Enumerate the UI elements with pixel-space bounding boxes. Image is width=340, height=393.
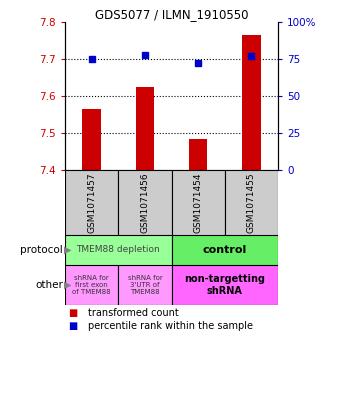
Bar xyxy=(171,235,278,265)
Text: TMEM88 depletion: TMEM88 depletion xyxy=(76,246,160,255)
Text: transformed count: transformed count xyxy=(88,308,179,318)
Text: control: control xyxy=(203,245,247,255)
Bar xyxy=(171,170,225,235)
Bar xyxy=(65,235,171,265)
Text: ▶: ▶ xyxy=(64,245,71,255)
Bar xyxy=(225,170,278,235)
Text: ■: ■ xyxy=(68,308,77,318)
Bar xyxy=(82,109,101,170)
Text: ▶: ▶ xyxy=(64,280,71,290)
Bar xyxy=(171,265,278,305)
Bar xyxy=(65,265,118,305)
Text: shRNA for
first exon
of TMEM88: shRNA for first exon of TMEM88 xyxy=(72,275,111,295)
Bar xyxy=(65,170,118,235)
Bar xyxy=(118,265,171,305)
Bar xyxy=(136,87,154,170)
Title: GDS5077 / ILMN_1910550: GDS5077 / ILMN_1910550 xyxy=(95,8,248,21)
Text: other: other xyxy=(35,280,63,290)
Text: shRNA for
3'UTR of
TMEM88: shRNA for 3'UTR of TMEM88 xyxy=(128,275,162,295)
Text: percentile rank within the sample: percentile rank within the sample xyxy=(88,321,253,331)
Text: protocol: protocol xyxy=(20,245,63,255)
Bar xyxy=(118,170,171,235)
Text: GSM1071455: GSM1071455 xyxy=(247,172,256,233)
Text: GSM1071454: GSM1071454 xyxy=(193,172,203,233)
Text: ■: ■ xyxy=(68,321,77,331)
Text: GSM1071457: GSM1071457 xyxy=(87,172,96,233)
Bar xyxy=(242,35,261,170)
Bar xyxy=(189,139,207,170)
Text: non-targetting
shRNA: non-targetting shRNA xyxy=(184,274,265,296)
Text: GSM1071456: GSM1071456 xyxy=(140,172,149,233)
